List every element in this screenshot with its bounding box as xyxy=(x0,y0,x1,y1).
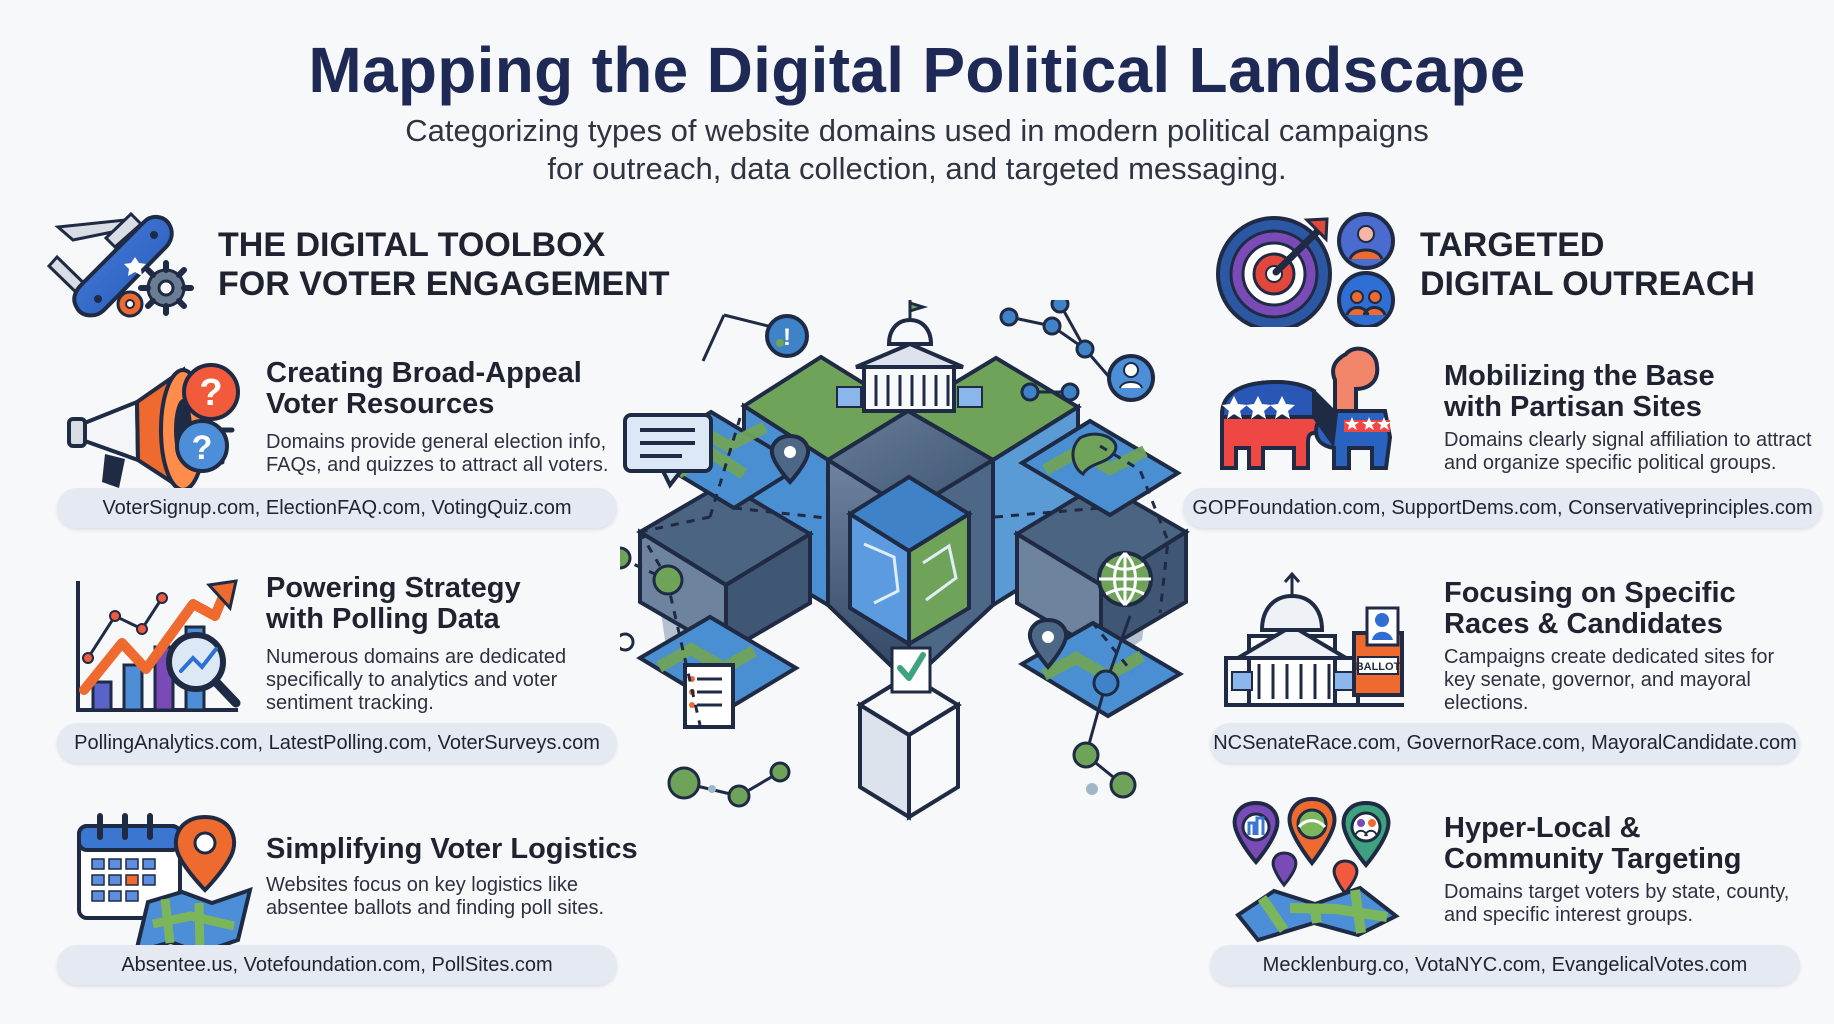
ballot-box-label: BALLOT xyxy=(1356,661,1401,673)
partisan-sites-domain-list: GOPFoundation.com, SupportDems.com, Cons… xyxy=(1183,488,1822,528)
polling-data-title: Powering Strategy with Polling Data xyxy=(266,572,521,635)
partisan-sites-description: Domains clearly signal affiliation to at… xyxy=(1444,429,1812,474)
partisan-sites-title: Mobilizing the Base with Partisan Sites xyxy=(1444,360,1715,423)
ballot-box-icon xyxy=(856,646,962,821)
polling-data-description: Numerous domains are dedicated specifica… xyxy=(266,646,567,714)
voter-logistics-description: Websites focus on key logistics like abs… xyxy=(266,874,605,919)
svg-text:?: ? xyxy=(192,429,213,467)
specific-races-domain-list: NCSenateRace.com, GovernorRace.com, Mayo… xyxy=(1210,723,1800,763)
broad-appeal-description: Domains provide general election info, F… xyxy=(266,431,609,476)
specific-races-description: Campaigns create dedicated sites for key… xyxy=(1444,646,1775,714)
svg-text:!: ! xyxy=(783,324,791,351)
left-section-header: THE DIGITAL TOOLBOX FOR VOTER ENGAGEMENT xyxy=(40,202,669,327)
broad-appeal-title: Creating Broad-Appeal Voter Resources xyxy=(266,357,582,420)
target-audience-icon xyxy=(1216,212,1395,327)
voter-logistics-title: Simplifying Voter Logistics xyxy=(266,833,638,865)
polling-data-domain-list: PollingAnalytics.com, LatestPolling.com,… xyxy=(57,723,617,763)
community-targeting-domain-list: Mecklenburg.co, VotaNYC.com, Evangelical… xyxy=(1210,945,1800,985)
political-network-map-icon: ! xyxy=(620,300,1190,821)
community-map-pins-icon xyxy=(1232,796,1400,943)
megaphone-question-icon: ? ? xyxy=(67,363,240,494)
party-mascots-icon xyxy=(1220,346,1393,470)
voter-logistics-domain-list: Absentee.us, Votefoundation.com, PollSit… xyxy=(57,945,617,985)
left-section-title: THE DIGITAL TOOLBOX FOR VOTER ENGAGEMENT xyxy=(218,225,670,303)
capitol-ballot-box-icon: BALLOT xyxy=(1224,571,1404,707)
swiss-army-knife-gear-icon xyxy=(46,211,194,318)
growth-chart-magnifier-icon xyxy=(76,579,241,712)
right-section-title: TARGETED DIGITAL OUTREACH xyxy=(1420,225,1755,303)
specific-races-title: Focusing on Specific Races & Candidates xyxy=(1444,577,1736,640)
calendar-map-pin-icon xyxy=(77,813,253,956)
page-title: Mapping the Digital Political Landscape xyxy=(308,34,1526,106)
community-targeting-title: Hyper-Local & Community Targeting xyxy=(1444,812,1742,875)
page-subtitle: Categorizing types of website domains us… xyxy=(405,113,1429,186)
broad-appeal-domain-list: VoterSignup.com, ElectionFAQ.com, Voting… xyxy=(57,488,617,528)
chat-bubble-icon xyxy=(623,413,713,489)
capitol-building-icon xyxy=(836,300,983,413)
right-section-header: TARGETED DIGITAL OUTREACH xyxy=(1212,202,1755,327)
svg-text:?: ? xyxy=(199,372,222,414)
community-targeting-description: Domains target voters by state, county, … xyxy=(1444,881,1790,926)
